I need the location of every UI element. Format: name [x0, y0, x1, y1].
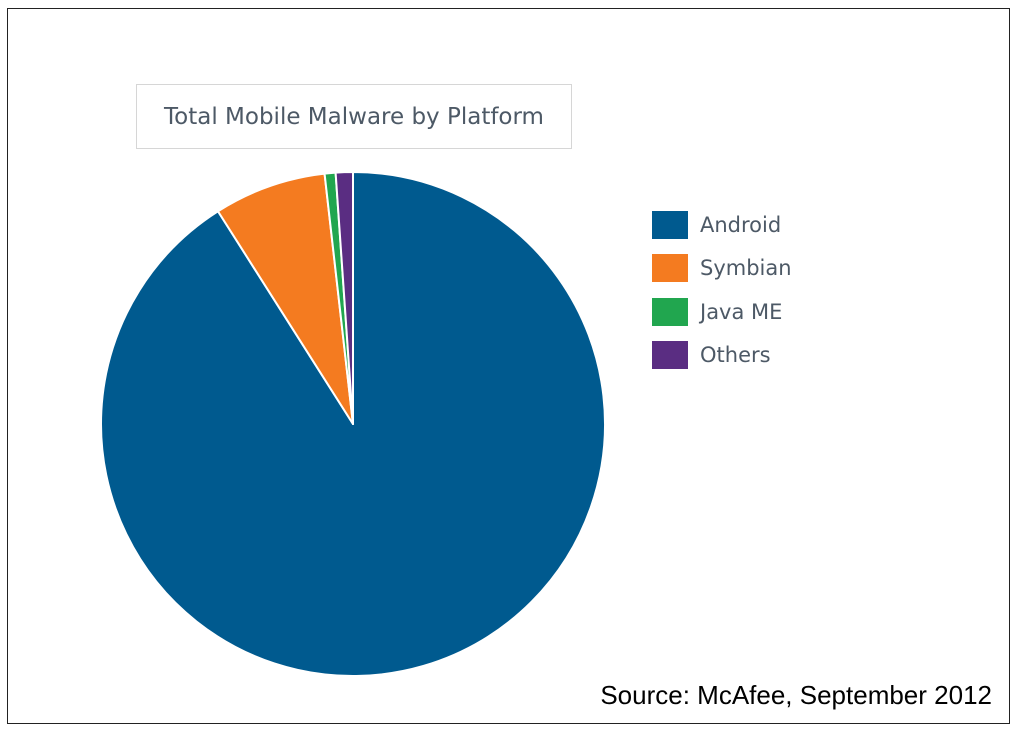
legend-item-others: Others	[652, 334, 792, 378]
pie-slice-symbian	[216, 172, 354, 425]
chart-legend: Android Symbian Java ME Others	[652, 203, 792, 377]
legend-item-android: Android	[652, 203, 792, 247]
legend-item-java-me: Java ME	[652, 290, 792, 334]
pie-slice-others	[334, 170, 354, 425]
source-note: Source: McAfee, September 2012	[600, 680, 992, 710]
legend-swatch-others	[652, 341, 688, 370]
legend-swatch-android	[652, 210, 688, 239]
chart-title: Total Mobile Malware by Platform	[136, 84, 572, 149]
legend-swatch-java-me	[652, 297, 688, 326]
legend-label-java-me: Java ME	[700, 299, 783, 324]
legend-label-others: Others	[700, 343, 771, 368]
legend-label-android: Android	[700, 212, 782, 237]
legend-label-symbian: Symbian	[700, 256, 792, 281]
legend-swatch-symbian	[652, 254, 688, 283]
legend-item-symbian: Symbian	[652, 247, 792, 291]
